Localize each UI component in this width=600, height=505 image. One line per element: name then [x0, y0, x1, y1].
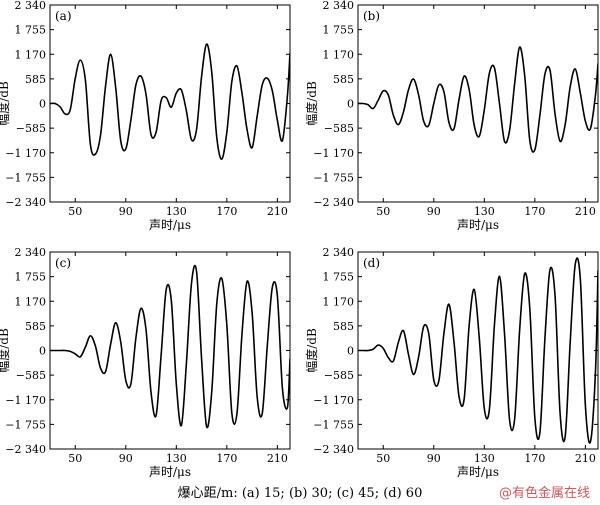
waveform-line — [50, 43, 290, 160]
x-tick-label: 50 — [68, 452, 82, 465]
y-tick-label: 2 340 — [15, 246, 47, 259]
panel-label-d: (d) — [363, 256, 380, 270]
waveform-line — [50, 264, 290, 429]
panel-d: −2 340 −1 755 −1 170 −585 0 585 1 170 1 755 2 34… — [304, 246, 599, 479]
y-tick-label: 1 755 — [323, 24, 355, 37]
y-tick-label: 585 — [333, 73, 354, 86]
plot-frame — [357, 251, 599, 450]
y-tick-label: 1 170 — [15, 295, 47, 308]
y-tick-label: −2 340 — [313, 443, 354, 456]
y-tick-label: 2 340 — [15, 0, 47, 12]
x-tick-label: 50 — [68, 205, 82, 218]
plot-frame — [357, 4, 599, 203]
y-axis-title: 幅度/dB — [0, 81, 11, 126]
y-tick-label: −1 755 — [5, 171, 46, 184]
y-tick-label: 585 — [25, 320, 46, 333]
y-tick-label: 585 — [25, 73, 46, 86]
y-tick-label: −1 755 — [313, 171, 354, 184]
y-tick-label: 1 755 — [15, 24, 47, 37]
y-tick-label: −1 170 — [5, 147, 46, 160]
y-tick-label: 1 170 — [323, 295, 355, 308]
panel-label-b: (b) — [363, 9, 380, 23]
y-tick-label: 2 340 — [323, 246, 355, 259]
x-tick-label: 50 — [376, 452, 390, 465]
panel-a: −2 340 −1 755 −1 170 −585 0 585 1 170 1 755 2 34… — [0, 0, 291, 232]
y-tick-label: −585 — [16, 369, 46, 382]
y-tick-label: 0 — [347, 98, 354, 111]
x-tick-label: 210 — [267, 205, 288, 218]
x-tick-label: 90 — [119, 205, 133, 218]
figure-caption: 爆心距/m: (a) 15; (b) 30; (c) 45; (d) 60 — [177, 486, 423, 501]
x-axis-title: 声时/μs — [457, 218, 499, 232]
x-tick-label: 170 — [524, 452, 545, 465]
y-tick-label: −1 755 — [313, 418, 354, 431]
y-tick-label: 1 170 — [15, 48, 47, 61]
y-tick-label: −2 340 — [313, 196, 354, 209]
y-tick-label: −585 — [324, 369, 354, 382]
y-tick-label: −585 — [324, 122, 354, 135]
x-tick-label: 210 — [575, 205, 596, 218]
y-tick-label: −1 170 — [5, 394, 46, 407]
waveform-line — [358, 257, 598, 444]
y-tick-label: 1 170 — [323, 48, 355, 61]
x-tick-label: 50 — [376, 205, 390, 218]
y-tick-label: −1 170 — [313, 147, 354, 160]
y-tick-label: 0 — [347, 345, 354, 358]
x-axis-title: 声时/μs — [457, 465, 499, 479]
y-axis-title: 幅度/dB — [0, 328, 11, 373]
panel-label-a: (a) — [55, 9, 72, 23]
y-tick-label: −1 755 — [5, 418, 46, 431]
y-tick-label: −585 — [16, 122, 46, 135]
x-tick-label: 170 — [216, 452, 237, 465]
x-tick-label: 130 — [166, 452, 187, 465]
x-tick-label: 90 — [427, 205, 441, 218]
y-tick-label: 2 340 — [323, 0, 355, 12]
x-axis-title: 声时/μs — [149, 465, 191, 479]
y-tick-label: −2 340 — [5, 443, 46, 456]
panel-b: −2 340 −1 755 −1 170 −585 0 585 1 170 1 755 2 34… — [304, 0, 599, 232]
y-tick-label: 0 — [39, 345, 46, 358]
x-tick-label: 210 — [267, 452, 288, 465]
y-tick-label: 1 755 — [15, 271, 47, 284]
y-axis-title: 幅度/dB — [304, 81, 319, 126]
watermark: @有色金属在线 — [498, 486, 590, 501]
x-tick-label: 130 — [474, 205, 495, 218]
y-axis-title: 幅度/dB — [304, 328, 319, 373]
panel-c: −2 340 −1 755 −1 170 −585 0 585 1 170 1 755 2 34… — [0, 246, 291, 479]
y-tick-label: 0 — [39, 98, 46, 111]
y-tick-label: 1 755 — [323, 271, 355, 284]
y-tick-label: 585 — [333, 320, 354, 333]
x-tick-label: 90 — [119, 452, 133, 465]
x-tick-label: 90 — [427, 452, 441, 465]
x-tick-label: 210 — [575, 452, 596, 465]
x-axis-title: 声时/μs — [149, 218, 191, 232]
x-tick-label: 170 — [524, 205, 545, 218]
waveform-line — [358, 46, 598, 153]
y-tick-label: −2 340 — [5, 196, 46, 209]
x-tick-label: 170 — [216, 205, 237, 218]
plot-frame — [49, 4, 291, 203]
panel-label-c: (c) — [55, 256, 71, 270]
y-tick-label: −1 170 — [313, 394, 354, 407]
x-tick-label: 130 — [166, 205, 187, 218]
x-tick-label: 130 — [474, 452, 495, 465]
